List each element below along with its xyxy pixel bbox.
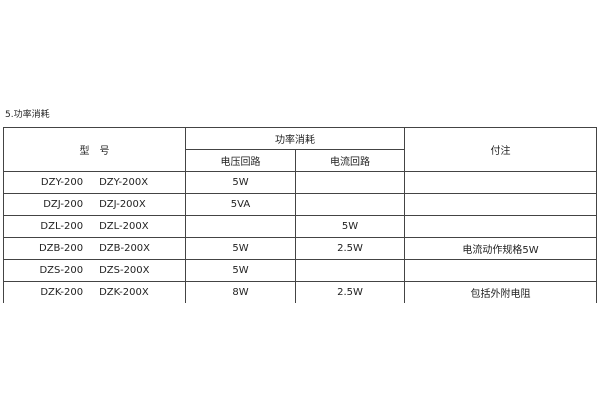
table-row: DZS-200 DZS-200X 5W: [3, 259, 597, 282]
note-cell: [404, 193, 597, 216]
voltage-cell: 5W: [185, 171, 296, 194]
model-cell: DZB-200 DZB-200X: [3, 237, 186, 260]
model-name: DZS-200: [39, 265, 84, 276]
model-name-x: DZY-200X: [99, 177, 149, 188]
model-cell: DZY-200 DZY-200X: [3, 171, 186, 194]
voltage-cell: 5W: [185, 237, 296, 260]
model-name-x: DZK-200X: [99, 287, 149, 298]
voltage-cell: 5VA: [185, 193, 296, 216]
model-cell: DZS-200 DZS-200X: [3, 259, 186, 282]
note-cell: [404, 215, 597, 238]
model-cell: DZJ-200 DZJ-200X: [3, 193, 186, 216]
table-row: DZK-200 DZK-200X 8W 2.5W 包括外附电阻: [3, 281, 597, 303]
note-cell: [404, 259, 597, 282]
model-name-x: DZL-200X: [99, 221, 149, 232]
table-row: DZY-200 DZY-200X 5W: [3, 171, 597, 194]
header-row: 型 号 功率消耗 付注: [3, 127, 597, 172]
table-row: DZJ-200 DZJ-200X 5VA: [3, 193, 597, 216]
model-name: DZJ-200: [43, 199, 84, 210]
note-cell: 包括外附电阻: [404, 281, 597, 303]
header-voltage: 电压回路: [185, 149, 296, 172]
power-consumption-table: 型 号 功率消耗 付注 电压回路 电流回路 DZY-200 DZY-200X 5W…: [3, 127, 597, 303]
header-note: 付注: [404, 127, 597, 172]
model-name: DZL-200: [40, 221, 84, 232]
model-name: DZK-200: [40, 287, 84, 298]
model-name: DZY-200: [40, 177, 84, 188]
header-model: 型 号: [3, 127, 186, 172]
current-cell: 2.5W: [295, 237, 405, 260]
current-cell: [295, 193, 405, 216]
note-cell: [404, 171, 597, 194]
subheader-row: 电压回路 电流回路: [4, 149, 597, 172]
section-title: 5.功率消耗: [5, 110, 50, 120]
model-name-x: DZB-200X: [99, 243, 151, 254]
current-cell: [295, 171, 405, 194]
table-row: DZL-200 DZL-200X 5W: [3, 215, 597, 238]
model-cell: DZL-200 DZL-200X: [3, 215, 186, 238]
model-name: DZB-200: [38, 243, 84, 254]
voltage-cell: 8W: [185, 281, 296, 303]
voltage-cell: 5W: [185, 259, 296, 282]
current-cell: [295, 259, 405, 282]
header-power: 功率消耗: [185, 127, 405, 150]
note-cell: 电流动作规格5W: [404, 237, 597, 260]
voltage-cell: [185, 215, 296, 238]
table-row: DZB-200 DZB-200X 5W 2.5W 电流动作规格5W: [3, 237, 597, 260]
model-name-x: DZS-200X: [99, 265, 150, 276]
model-cell: DZK-200 DZK-200X: [3, 281, 186, 303]
model-name-x: DZJ-200X: [99, 199, 146, 210]
header-current: 电流回路: [295, 149, 405, 172]
current-cell: 5W: [295, 215, 405, 238]
current-cell: 2.5W: [295, 281, 405, 303]
